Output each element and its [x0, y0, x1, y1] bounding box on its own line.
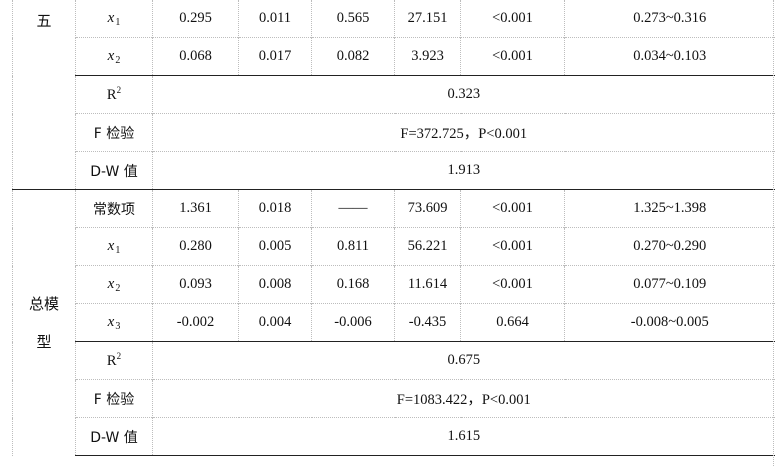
- beta-cell: -0.006: [311, 303, 395, 342]
- table-row: D-W 值 1.913: [13, 151, 775, 190]
- table-row: x1 0.280 0.005 0.811 56.221 <0.001 0.270…: [13, 227, 775, 266]
- p-value-cell: <0.001: [460, 265, 565, 304]
- ci-cell: 1.325~1.398: [564, 189, 775, 228]
- table-row: D-W 值 1.615: [13, 417, 775, 456]
- std-error-cell: 0.017: [238, 37, 312, 76]
- variable-cell: x2: [75, 265, 153, 304]
- t-value-cell: 56.221: [394, 227, 461, 266]
- t-value-cell: 27.151: [394, 0, 461, 38]
- coef-b-cell: 0.068: [152, 37, 239, 76]
- t-value-cell: 11.614: [394, 265, 461, 304]
- table-row: x2 0.093 0.008 0.168 11.614 <0.001 0.077…: [13, 265, 775, 304]
- group-label-wu: 五: [12, 0, 76, 190]
- ci-cell: -0.008~0.005: [564, 303, 775, 342]
- f-test-label: F 检验: [75, 113, 153, 152]
- table-row: 总模型 常数项 1.361 0.018 —— 73.609 <0.001 1.3…: [12, 189, 775, 456]
- page-edge-rule: [773, 0, 775, 466]
- coef-b-cell: -0.002: [152, 303, 239, 342]
- p-value-cell: <0.001: [460, 189, 565, 228]
- dw-value: 1.615: [152, 417, 775, 456]
- variable-cell: x3: [75, 303, 153, 342]
- beta-cell: 0.565: [311, 0, 395, 38]
- std-error-cell: 0.011: [238, 0, 312, 38]
- dw-value: 1.913: [152, 151, 775, 190]
- dw-label: D-W 值: [75, 417, 153, 456]
- coef-b-cell: 1.361: [152, 189, 239, 228]
- coef-b-cell: 0.295: [152, 0, 239, 38]
- group-label-overall-model: 总模型: [12, 189, 76, 456]
- f-test-label: F 检验: [75, 379, 153, 418]
- dw-label: D-W 值: [75, 151, 153, 190]
- ci-cell: 0.270~0.290: [564, 227, 775, 266]
- ci-cell: 0.273~0.316: [564, 0, 775, 38]
- table-row: F 检验 F=1083.422，P<0.001: [13, 379, 775, 418]
- table-row: R2 0.323: [13, 75, 775, 114]
- ci-cell: 0.034~0.103: [564, 37, 775, 76]
- f-test-value: F=372.725，P<0.001: [152, 113, 775, 152]
- regression-table: 五 x1 0.295 0.011 0.565 27.151 <0.001 0.2…: [12, 0, 775, 456]
- t-value-cell: 73.609: [394, 189, 461, 228]
- coef-b-cell: 0.093: [152, 265, 239, 304]
- p-value-cell: 0.664: [460, 303, 565, 342]
- r2-value: 0.675: [152, 341, 775, 380]
- r2-label: R2: [75, 75, 153, 114]
- constant-label: 常数项: [75, 189, 153, 228]
- beta-cell: 0.082: [311, 37, 395, 76]
- t-value-cell: 3.923: [394, 37, 461, 76]
- std-error-cell: 0.018: [238, 189, 312, 228]
- table-row: F 检验 F=372.725，P<0.001: [13, 113, 775, 152]
- ci-cell: 0.077~0.109: [564, 265, 775, 304]
- p-value-cell: <0.001: [460, 0, 565, 38]
- coef-b-cell: 0.280: [152, 227, 239, 266]
- beta-cell: 0.811: [311, 227, 395, 266]
- table-row: x2 0.068 0.017 0.082 3.923 <0.001 0.034~…: [13, 37, 775, 76]
- r2-value: 0.323: [152, 75, 775, 114]
- r2-label: R2: [75, 341, 153, 380]
- table-row: x3 -0.002 0.004 -0.006 -0.435 0.664 -0.0…: [13, 303, 775, 342]
- beta-cell: ——: [311, 189, 395, 228]
- variable-cell: x2: [75, 37, 153, 76]
- variable-cell: x1: [75, 227, 153, 266]
- variable-cell: x1: [75, 0, 153, 38]
- p-value-cell: <0.001: [460, 227, 565, 266]
- std-error-cell: 0.008: [238, 265, 312, 304]
- table-row: 五 x1 0.295 0.011 0.565 27.151 <0.001 0.2…: [12, 0, 775, 190]
- f-test-value: F=1083.422，P<0.001: [152, 379, 775, 418]
- table-row: R2 0.675: [13, 341, 775, 380]
- std-error-cell: 0.004: [238, 303, 312, 342]
- std-error-cell: 0.005: [238, 227, 312, 266]
- beta-cell: 0.168: [311, 265, 395, 304]
- t-value-cell: -0.435: [394, 303, 461, 342]
- p-value-cell: <0.001: [460, 37, 565, 76]
